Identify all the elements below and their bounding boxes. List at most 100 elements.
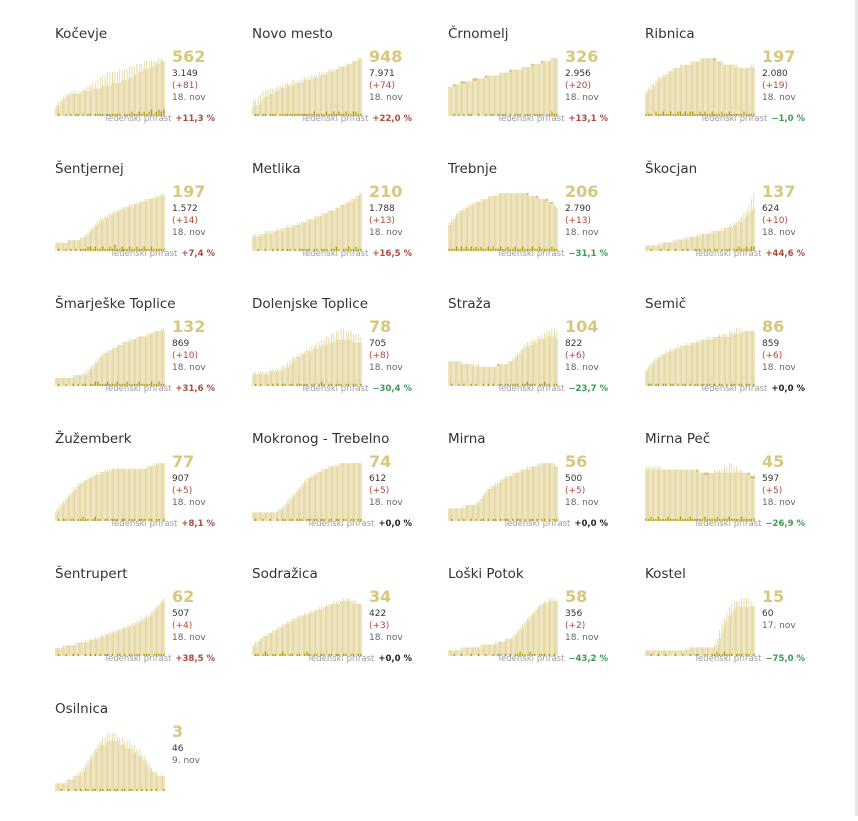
new-cases-bar [133,383,136,386]
daily-total-bar [708,57,711,116]
new-cases-bar [714,383,716,386]
new-cases-bar [136,113,138,116]
stats-date: 18. nov [565,498,599,508]
new-cases-bar [255,113,257,116]
daily-total-bar [306,477,308,521]
daily-total-bar [489,485,492,521]
new-cases-bar [706,518,708,521]
daily-total-bar [679,469,682,521]
daily-total-bar [699,339,701,386]
daily-total-bar [114,71,116,116]
daily-total-bar [551,462,553,521]
daily-total-bar [116,209,119,251]
new-cases-bar [294,113,296,116]
weekly-growth-label: Tedenski prirast [694,654,762,664]
new-cases-bar [699,518,701,521]
daily-total-bar [726,333,728,386]
page-scrollbar[interactable] [855,0,858,816]
new-cases-bar [355,111,357,116]
daily-total-bar [555,330,558,386]
daily-total-bar [254,233,257,251]
daily-total-bar [480,644,482,656]
daily-total-bar [335,600,338,656]
municipality-name: Šmarješke Toplice [55,296,176,312]
daily-total-bar [67,779,70,791]
daily-total-bar [684,345,687,386]
new-cases-bar [146,248,148,251]
daily-total-bar [289,359,291,386]
new-cases-bar [257,113,259,116]
daily-total-bar [647,365,650,386]
new-cases-bar [524,113,526,116]
daily-total-bar [689,469,692,521]
daily-total-bar [301,77,303,116]
municipality-name: Trebnje [448,161,498,177]
new-cases-bar [650,516,652,521]
daily-total-bar [101,217,104,251]
daily-total-bar [333,465,335,521]
daily-total-bar [109,732,111,791]
daily-change: (+10) [762,216,789,226]
daily-total-bar [286,82,289,116]
daily-total-bar [72,775,75,791]
daily-total-bar [477,363,480,386]
daily-total-bar [325,213,328,251]
municipality-card-trebnje: Trebnje 206 2.790 (+13) 18. nov Tedenski prir… [448,161,608,281]
daily-total-bar [136,336,138,386]
new-cases-bar [138,248,140,251]
active-cases: 3 [172,722,184,741]
daily-total-bar [131,66,133,116]
daily-total-bar [482,494,485,521]
daily-total-bar [497,192,499,251]
daily-total-bar [281,85,284,116]
new-cases-bar [94,246,96,251]
daily-total-bar [507,360,509,386]
daily-total-bar [111,212,114,251]
new-cases-bar [736,248,738,251]
new-cases-bar [694,248,696,251]
daily-total-bar [536,606,539,656]
daily-total-bar [463,647,465,656]
daily-total-bar [448,86,451,116]
daily-total-bar [269,230,272,251]
new-cases-bar [158,653,160,656]
daily-total-bar [645,244,648,251]
new-cases-bar [65,113,67,116]
daily-total-bar [62,783,65,791]
daily-total-bar [706,336,709,386]
daily-total-bar [748,204,750,251]
new-cases-bar [665,518,667,521]
daily-total-bar [70,491,72,521]
daily-total-bar [470,504,473,521]
daily-total-bar [271,629,274,656]
daily-total-bar [252,644,255,656]
daily-total-bar [448,649,451,656]
total-cases: 500 [565,474,583,484]
stats-date: 18. nov [172,633,206,643]
daily-total-bar [708,336,711,386]
new-cases-bar [543,381,546,386]
daily-total-bar [158,775,160,791]
new-cases-bar [733,383,735,386]
new-cases-bar [306,248,308,251]
new-cases-bar [158,248,160,251]
daily-total-bar [153,771,155,791]
daily-total-bar [533,609,536,656]
new-cases-bar [709,518,711,521]
new-cases-bar [109,246,111,251]
daily-total-bar [521,623,524,656]
new-cases-bar [674,653,677,656]
new-cases-bar [131,518,133,521]
new-cases-bar [267,653,269,656]
weekly-growth-label: Tedenski prirast [503,519,571,529]
daily-total-bar [333,600,335,656]
new-cases-bar [131,111,133,116]
weekly-growth-value: +7,4 % [181,249,215,259]
new-cases-bar [551,246,553,251]
new-cases-bar [338,111,340,116]
daily-total-bar [555,207,558,251]
new-cases-bar [718,518,721,521]
daily-total-bar [296,615,299,656]
daily-total-bar [308,612,311,656]
daily-total-bar [118,68,121,116]
